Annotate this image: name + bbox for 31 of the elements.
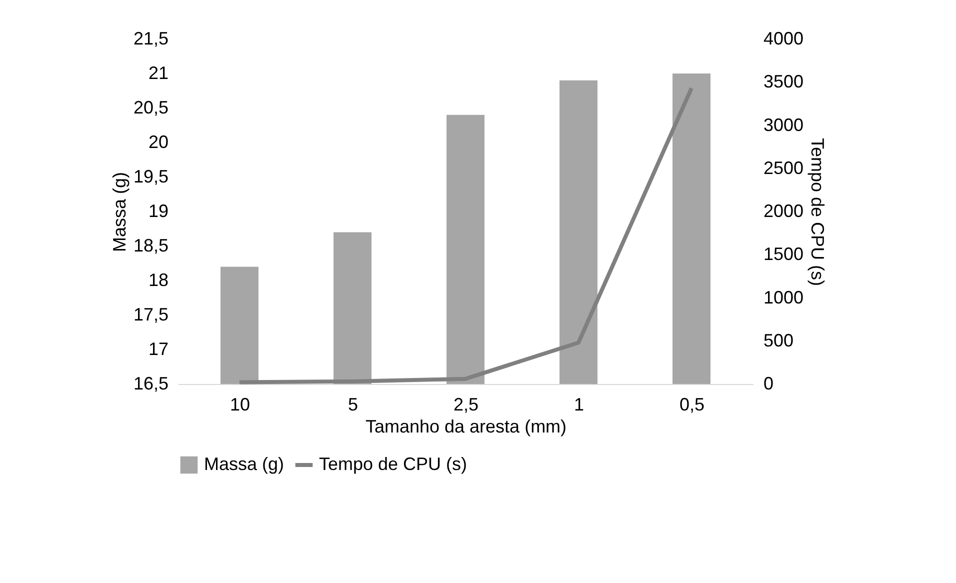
y-tick-label: 19,5 xyxy=(133,166,168,186)
y2-tick-label: 3500 xyxy=(764,72,804,92)
y2-tick-label: 3000 xyxy=(764,114,804,135)
legend-label: Massa (g) xyxy=(204,454,284,474)
y-tick-label: 20,5 xyxy=(133,98,168,118)
x-axis-title: Tamanho da aresta (mm) xyxy=(365,416,567,436)
y2-tick-label: 2500 xyxy=(764,158,804,178)
y2-tick-label: 1000 xyxy=(764,287,804,308)
x-tick-label: 2,5 xyxy=(453,394,479,414)
y-tick-label: 18,5 xyxy=(133,236,168,256)
y2-axis-title: Tempo de CPU (s) xyxy=(808,138,828,286)
y2-tick-label: 4000 xyxy=(764,28,804,48)
x-tick-label: 10 xyxy=(230,394,250,414)
y-tick-label: 18 xyxy=(148,270,168,290)
line-series xyxy=(238,86,694,384)
y2-tick-label: 500 xyxy=(764,330,794,350)
legend-label: Tempo de CPU (s) xyxy=(319,454,468,474)
y2-tick-label: 2000 xyxy=(764,201,804,221)
x-tick-label: 5 xyxy=(348,394,358,414)
y-tick-label: 20 xyxy=(148,132,168,152)
y2-tick-label: 0 xyxy=(764,374,774,394)
y-tick-label: 19 xyxy=(148,201,168,221)
y2-tick-label: 1500 xyxy=(764,244,804,264)
y-tick-label: 17 xyxy=(148,339,168,359)
y-axis-title: Massa (g) xyxy=(109,172,130,252)
y-tick-label: 17,5 xyxy=(133,304,168,324)
x-tick-label: 0,5 xyxy=(679,394,705,414)
y-tick-label: 16,5 xyxy=(133,374,168,394)
x-tick-label: 1 xyxy=(574,394,584,414)
y-tick-label: 21,5 xyxy=(133,28,168,48)
y-tick-label: 21 xyxy=(148,63,168,83)
